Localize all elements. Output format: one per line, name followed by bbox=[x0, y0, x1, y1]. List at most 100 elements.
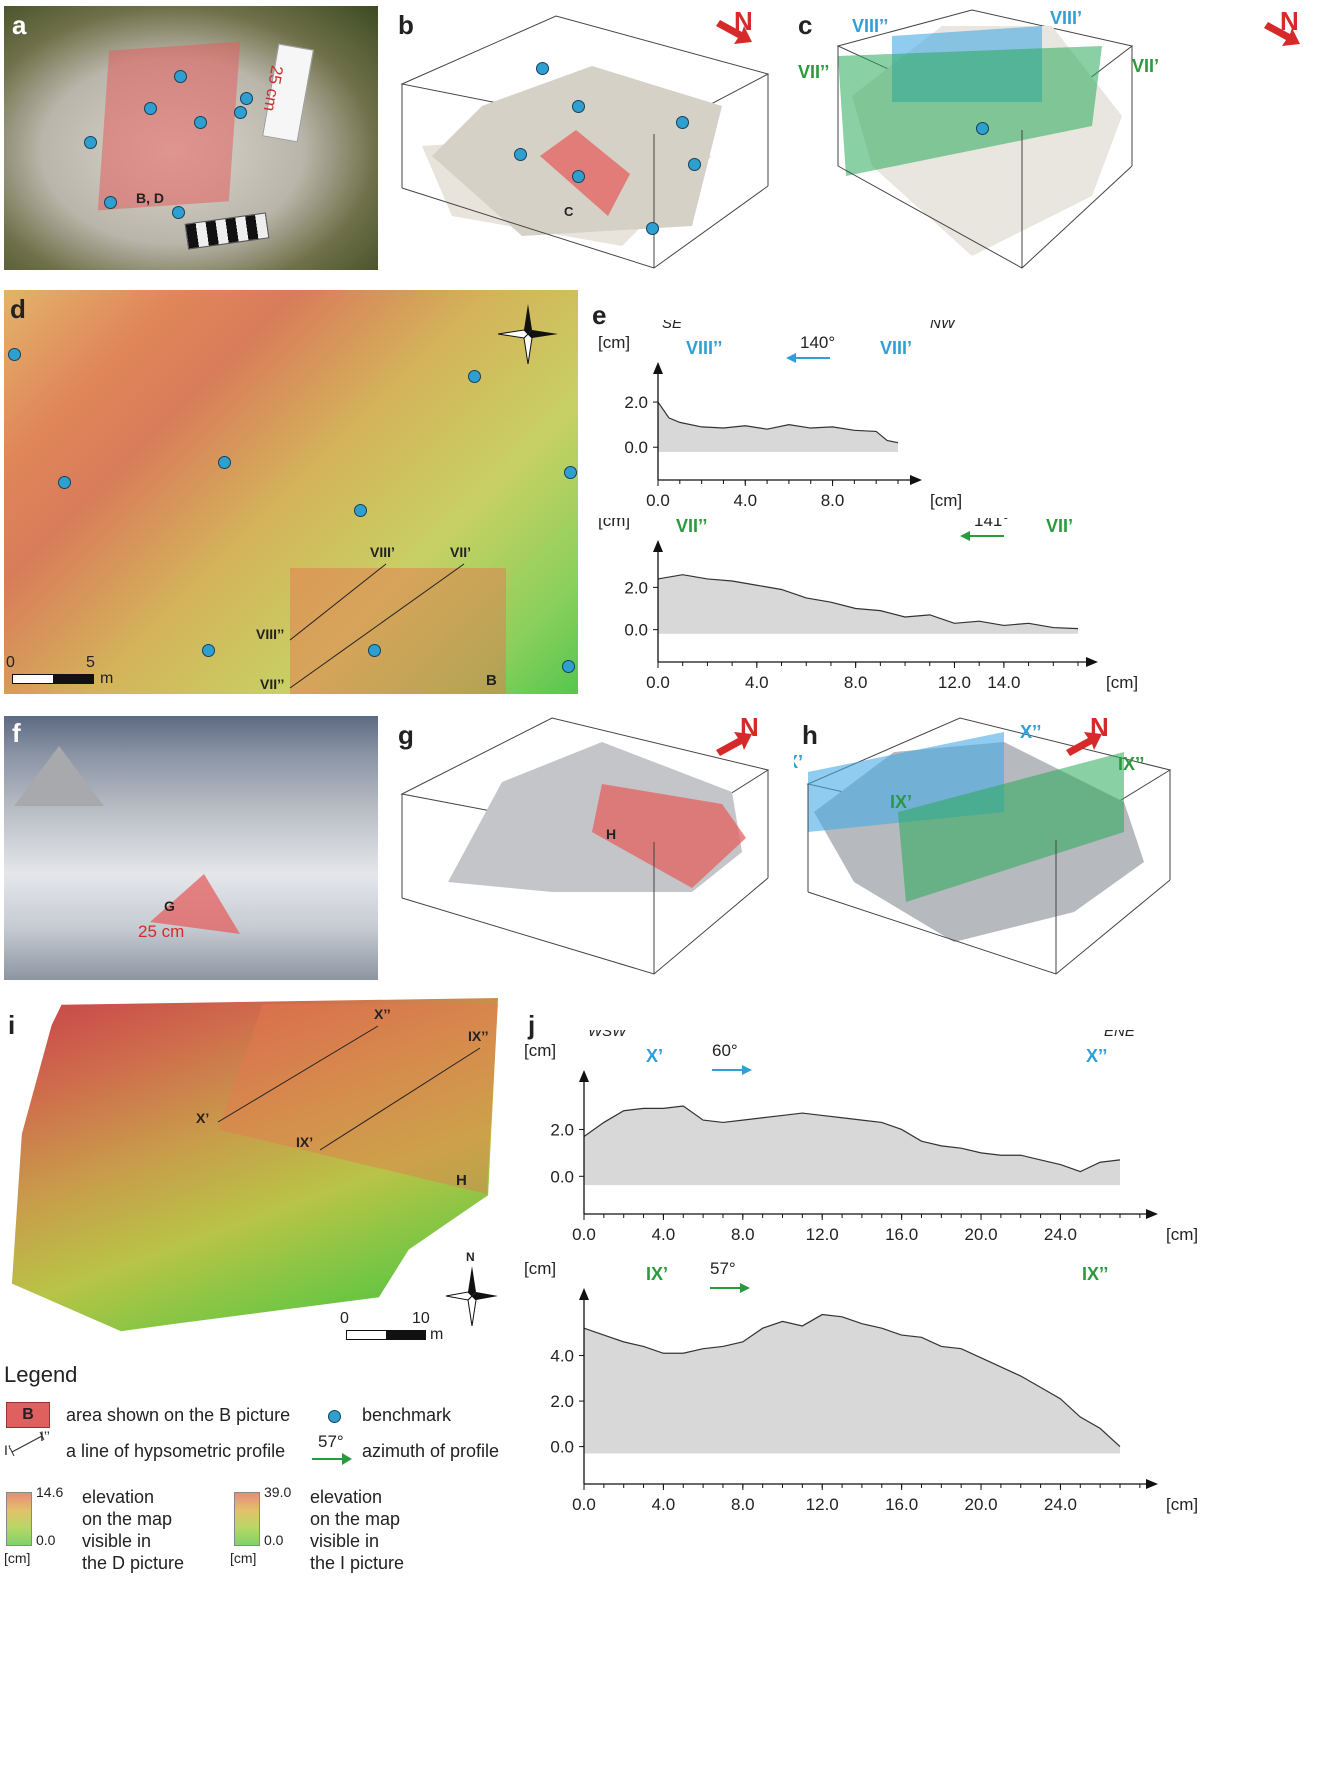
direction-right: NW bbox=[930, 320, 957, 332]
line-label-ix2: IX’’ bbox=[468, 1028, 489, 1044]
plane-label-x2: X’’ bbox=[1020, 722, 1041, 743]
profile-chart-viii: 2.0 0.0 0.0 4.0 8.0 [cm] [cm] SE NW VIII’’ VIII’ 14… bbox=[590, 320, 1150, 530]
x-unit-label: [cm] bbox=[1106, 673, 1138, 692]
model-panel-g: H g N bbox=[392, 712, 782, 982]
direction-left: SE bbox=[662, 320, 683, 332]
scale-bar bbox=[12, 674, 94, 684]
model-panel-c: c VIII’’ VIII’ VII’’ VII’ N bbox=[792, 6, 1322, 274]
legend-ramp-i-text-3: visible in bbox=[310, 1530, 379, 1552]
azimuth-label: 60° bbox=[712, 1041, 738, 1060]
area-label: G bbox=[164, 898, 175, 914]
profile-lines bbox=[4, 290, 578, 694]
benchmark bbox=[468, 370, 481, 383]
dem-panel-d: VIII’ VII’ VIII’’ VII’’ B d 0 5 m bbox=[4, 290, 578, 694]
benchmark bbox=[564, 466, 577, 479]
legend-azimuth-text: azimuth of profile bbox=[362, 1440, 499, 1462]
x-tick-label: 12.0 bbox=[806, 1495, 839, 1514]
benchmark bbox=[202, 644, 215, 657]
legend-ramp-d-max: 14.6 bbox=[36, 1484, 63, 1500]
x-axis-arrow bbox=[1146, 1479, 1158, 1489]
legend-benchmark-text: benchmark bbox=[362, 1404, 451, 1426]
model-panel-b: C b N bbox=[392, 6, 778, 274]
profile-area bbox=[584, 1106, 1120, 1185]
box-frame bbox=[792, 6, 1322, 274]
legend-ramp-i-text-2: on the map bbox=[310, 1508, 400, 1530]
scale-bar bbox=[346, 1330, 426, 1340]
y-tick-label: 2.0 bbox=[624, 393, 648, 412]
y-unit-label: [cm] bbox=[524, 1041, 556, 1060]
profile-chart-ix: 4.0 2.0 0.0 0.0 4.0 8.0 12.0 16.0 20.0 24.0 [cm] [c… bbox=[522, 1260, 1322, 1530]
benchmark bbox=[536, 62, 549, 75]
profile-chart-vii: 2.00.00.04.08.012.014.0[cm][cm]SENWVII’’… bbox=[590, 518, 1150, 708]
y-tick-label: 2.0 bbox=[550, 1120, 574, 1139]
north-label: N bbox=[1280, 6, 1299, 37]
line-label-x1: X’ bbox=[196, 1110, 209, 1126]
y-tick-label: 0.0 bbox=[624, 438, 648, 457]
benchmark bbox=[84, 136, 97, 149]
y-axis-arrow bbox=[653, 362, 663, 374]
benchmark bbox=[144, 102, 157, 115]
panel-label-h: h bbox=[802, 720, 818, 751]
scale-bar-checker bbox=[185, 212, 270, 249]
panel-label-a: a bbox=[12, 10, 26, 41]
y-axis-arrow bbox=[653, 540, 663, 552]
plane-label-ix1: IX’ bbox=[890, 792, 912, 813]
benchmark bbox=[174, 70, 187, 83]
azimuth-arrow-icon bbox=[312, 1452, 352, 1466]
line-label-vii1: VII’ bbox=[450, 544, 471, 560]
scale-0: 0 bbox=[340, 1310, 349, 1328]
photo-panel-a: B, D 25 cm a bbox=[4, 6, 378, 270]
legend-ramp-d-text-1: elevation bbox=[82, 1486, 154, 1508]
scale-10: 10 bbox=[412, 1310, 430, 1328]
profile-chart-x: 2.0 0.0 0.0 4.0 8.0 12.0 16.0 20.0 24.0 [cm] [cm] W… bbox=[522, 1030, 1322, 1260]
legend-title: Legend bbox=[4, 1362, 77, 1388]
panel-label-d: d bbox=[10, 294, 26, 325]
plane-label-viii2: VIII’’ bbox=[852, 16, 888, 37]
profile-start-label: IX’ bbox=[646, 1264, 668, 1284]
y-axis-arrow bbox=[579, 1070, 589, 1082]
scale-5: 5 bbox=[86, 654, 95, 672]
benchmark bbox=[368, 644, 381, 657]
benchmark bbox=[688, 158, 701, 171]
x-tick-label: 0.0 bbox=[646, 491, 670, 510]
profile-start-label: VIII’’ bbox=[686, 338, 722, 358]
x-tick-label: 4.0 bbox=[652, 1495, 676, 1514]
profile-end-label: X’’ bbox=[1086, 1046, 1107, 1066]
azimuth-label: 141° bbox=[974, 518, 1009, 530]
north-label: N bbox=[1090, 712, 1109, 743]
compass-rose-icon bbox=[498, 304, 558, 364]
cone-shape bbox=[14, 746, 104, 806]
x-tick-label: 16.0 bbox=[885, 1225, 918, 1244]
legend-area-box-label: B bbox=[22, 1406, 34, 1423]
direction-left: WSW bbox=[588, 1030, 628, 1040]
dem-panel-i: X’’ IX’’ X’ IX’ H i N 0 10 m bbox=[0, 996, 530, 1346]
north-label: N bbox=[734, 6, 753, 37]
panel-label-b: b bbox=[398, 10, 414, 41]
legend-area-text: area shown on the B picture bbox=[66, 1404, 290, 1426]
benchmark bbox=[572, 170, 585, 183]
azimuth-arrowhead bbox=[960, 531, 970, 541]
area-label: C bbox=[564, 204, 573, 219]
benchmark bbox=[218, 456, 231, 469]
y-axis-arrow bbox=[579, 1288, 589, 1300]
x-tick-label: 20.0 bbox=[964, 1225, 997, 1244]
azimuth-label: 140° bbox=[800, 333, 835, 352]
x-tick-label: 24.0 bbox=[1044, 1225, 1077, 1244]
legend-ramp-i-max: 39.0 bbox=[264, 1484, 291, 1500]
x-axis-arrow bbox=[1086, 657, 1098, 667]
compass-rose-icon bbox=[442, 1256, 502, 1326]
x-tick-label: 8.0 bbox=[821, 491, 845, 510]
x-tick-label: 24.0 bbox=[1044, 1495, 1077, 1514]
x-tick-label: 16.0 bbox=[885, 1495, 918, 1514]
scale-text: 25 cm bbox=[259, 64, 287, 113]
azimuth-arrowhead bbox=[742, 1065, 752, 1075]
plane-label-x1: X’ bbox=[794, 752, 803, 773]
legend-profile-text: a line of hypsometric profile bbox=[66, 1440, 285, 1462]
direction-right: ENE bbox=[1104, 1030, 1136, 1040]
plane-label-ix2: IX’’ bbox=[1118, 754, 1144, 775]
x-tick-label: 0.0 bbox=[572, 1225, 596, 1244]
azimuth-arrowhead bbox=[740, 1283, 750, 1293]
legend-ramp-d-text-3: visible in bbox=[82, 1530, 151, 1552]
x-tick-label: 4.0 bbox=[652, 1225, 676, 1244]
legend-profile-end: I’’ bbox=[40, 1428, 50, 1444]
